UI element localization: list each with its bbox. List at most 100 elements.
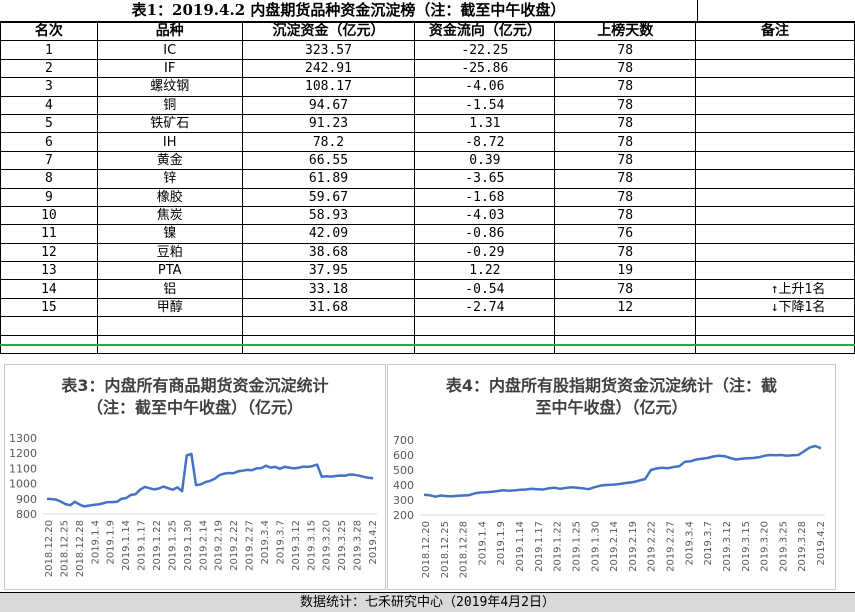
- cell-remarks[interactable]: [695, 58, 855, 79]
- cell-days-listed[interactable]: 78: [554, 169, 697, 189]
- cell-remarks[interactable]: ↑上升1名: [695, 279, 855, 299]
- cell-fund-flow[interactable]: -2.74: [414, 297, 556, 318]
- cell-remarks[interactable]: [695, 205, 855, 226]
- cell-deposited-funds[interactable]: 108.17: [241, 77, 416, 97]
- cell-empty[interactable]: [414, 316, 556, 336]
- cell-days-listed[interactable]: 78: [554, 279, 697, 299]
- cell-variety[interactable]: 镍: [96, 224, 243, 244]
- chart-commodity-futures[interactable]: 表3：内盘所有商品期货资金沉淀统计（注：截至中午收盘）（亿元） 800 900 10…: [4, 364, 386, 590]
- cell-fund-flow[interactable]: 1.31: [414, 113, 556, 134]
- header-deposited-funds[interactable]: 沉淀资金（亿元）: [241, 21, 416, 42]
- cell-remarks[interactable]: [695, 242, 855, 263]
- cell-remarks[interactable]: [695, 40, 855, 60]
- cell-empty[interactable]: [96, 316, 243, 336]
- cell-days-listed[interactable]: 78: [554, 150, 697, 171]
- cell-empty[interactable]: [0, 316, 98, 336]
- cell-deposited-funds[interactable]: 42.09: [241, 224, 416, 244]
- cell-rank[interactable]: 9: [0, 187, 98, 207]
- cell-variety[interactable]: IH: [96, 132, 243, 152]
- cell-rank[interactable]: 7: [0, 150, 98, 171]
- cell-variety[interactable]: 黄金: [96, 150, 243, 171]
- cell-remarks[interactable]: [695, 132, 855, 152]
- cell-fund-flow[interactable]: -0.54: [414, 279, 556, 299]
- cell-deposited-funds[interactable]: 31.68: [241, 297, 416, 318]
- cell-variety[interactable]: 橡胶: [96, 187, 243, 207]
- cell-rank[interactable]: 13: [0, 261, 98, 281]
- cell-days-listed[interactable]: 78: [554, 95, 697, 115]
- cell-deposited-funds[interactable]: 58.93: [241, 205, 416, 226]
- cell-fund-flow[interactable]: -4.03: [414, 205, 556, 226]
- cell-fund-flow[interactable]: 0.39: [414, 150, 556, 171]
- cell-fund-flow[interactable]: -4.06: [414, 77, 556, 97]
- cell-fund-flow[interactable]: -8.72: [414, 132, 556, 152]
- cell-days-listed[interactable]: 78: [554, 132, 697, 152]
- cell-fund-flow[interactable]: -0.29: [414, 242, 556, 263]
- header-variety[interactable]: 品种: [96, 21, 243, 42]
- cell-fund-flow[interactable]: -0.86: [414, 224, 556, 244]
- cell-fund-flow[interactable]: 1.22: [414, 261, 556, 281]
- cell-rank[interactable]: 5: [0, 113, 98, 134]
- cell-days-listed[interactable]: 78: [554, 40, 697, 60]
- cell-deposited-funds[interactable]: 242.91: [241, 58, 416, 79]
- cell-rank[interactable]: 14: [0, 279, 98, 299]
- cell-days-listed[interactable]: 78: [554, 205, 697, 226]
- cell-variety[interactable]: 铜: [96, 95, 243, 115]
- cell-rank[interactable]: 8: [0, 169, 98, 189]
- title-empty-cell[interactable]: [697, 0, 855, 22]
- cell-rank[interactable]: 1: [0, 40, 98, 60]
- cell-remarks[interactable]: [695, 224, 855, 244]
- cell-fund-flow[interactable]: -1.54: [414, 95, 556, 115]
- cell-deposited-funds[interactable]: 61.89: [241, 169, 416, 189]
- cell-deposited-funds[interactable]: 78.2: [241, 132, 416, 152]
- cell-deposited-funds[interactable]: 66.55: [241, 150, 416, 171]
- cell-remarks[interactable]: [695, 261, 855, 281]
- cell-remarks[interactable]: ↓下降1名: [695, 297, 855, 318]
- cell-variety[interactable]: 豆粕: [96, 242, 243, 263]
- cell-remarks[interactable]: [695, 150, 855, 171]
- cell-rank[interactable]: 4: [0, 95, 98, 115]
- cell-variety[interactable]: 焦炭: [96, 205, 243, 226]
- cell-variety[interactable]: 甲醇: [96, 297, 243, 318]
- cell-variety[interactable]: PTA: [96, 261, 243, 281]
- cell-fund-flow[interactable]: -25.86: [414, 58, 556, 79]
- cell-deposited-funds[interactable]: 37.95: [241, 261, 416, 281]
- cell-remarks[interactable]: [695, 169, 855, 189]
- header-remarks[interactable]: 备注: [695, 21, 855, 42]
- cell-rank[interactable]: 6: [0, 132, 98, 152]
- cell-days-listed[interactable]: 78: [554, 113, 697, 134]
- cell-variety[interactable]: IF: [96, 58, 243, 79]
- cell-rank[interactable]: 3: [0, 77, 98, 97]
- cell-deposited-funds[interactable]: 94.67: [241, 95, 416, 115]
- cell-variety[interactable]: 铁矿石: [96, 113, 243, 134]
- cell-empty[interactable]: [695, 316, 855, 336]
- cell-days-listed[interactable]: 78: [554, 58, 697, 79]
- cell-remarks[interactable]: [695, 95, 855, 115]
- cell-variety[interactable]: 螺纹钢: [96, 77, 243, 97]
- cell-variety[interactable]: 锌: [96, 169, 243, 189]
- cell-rank[interactable]: 15: [0, 297, 98, 318]
- cell-deposited-funds[interactable]: 33.18: [241, 279, 416, 299]
- cell-deposited-funds[interactable]: 323.57: [241, 40, 416, 60]
- header-days-listed[interactable]: 上榜天数: [554, 21, 697, 42]
- cell-rank[interactable]: 10: [0, 205, 98, 226]
- cell-deposited-funds[interactable]: 91.23: [241, 113, 416, 134]
- cell-days-listed[interactable]: 76: [554, 224, 697, 244]
- cell-fund-flow[interactable]: -1.68: [414, 187, 556, 207]
- cell-rank[interactable]: 12: [0, 242, 98, 263]
- cell-days-listed[interactable]: 19: [554, 261, 697, 281]
- cell-rank[interactable]: 2: [0, 58, 98, 79]
- cell-rank[interactable]: 11: [0, 224, 98, 244]
- cell-empty[interactable]: [241, 316, 416, 336]
- cell-days-listed[interactable]: 78: [554, 77, 697, 97]
- cell-empty[interactable]: [554, 316, 697, 336]
- header-fund-flow[interactable]: 资金流向（亿元）: [414, 21, 556, 42]
- cell-remarks[interactable]: [695, 77, 855, 97]
- cell-days-listed[interactable]: 78: [554, 242, 697, 263]
- chart-index-futures[interactable]: 表4：内盘所有股指期货资金沉淀统计（注：截至中午收盘）（亿元） 200 300 40…: [387, 364, 836, 590]
- cell-fund-flow[interactable]: -3.65: [414, 169, 556, 189]
- cell-remarks[interactable]: [695, 187, 855, 207]
- cell-deposited-funds[interactable]: 38.68: [241, 242, 416, 263]
- cell-remarks[interactable]: [695, 113, 855, 134]
- cell-fund-flow[interactable]: -22.25: [414, 40, 556, 60]
- cell-variety[interactable]: 铝: [96, 279, 243, 299]
